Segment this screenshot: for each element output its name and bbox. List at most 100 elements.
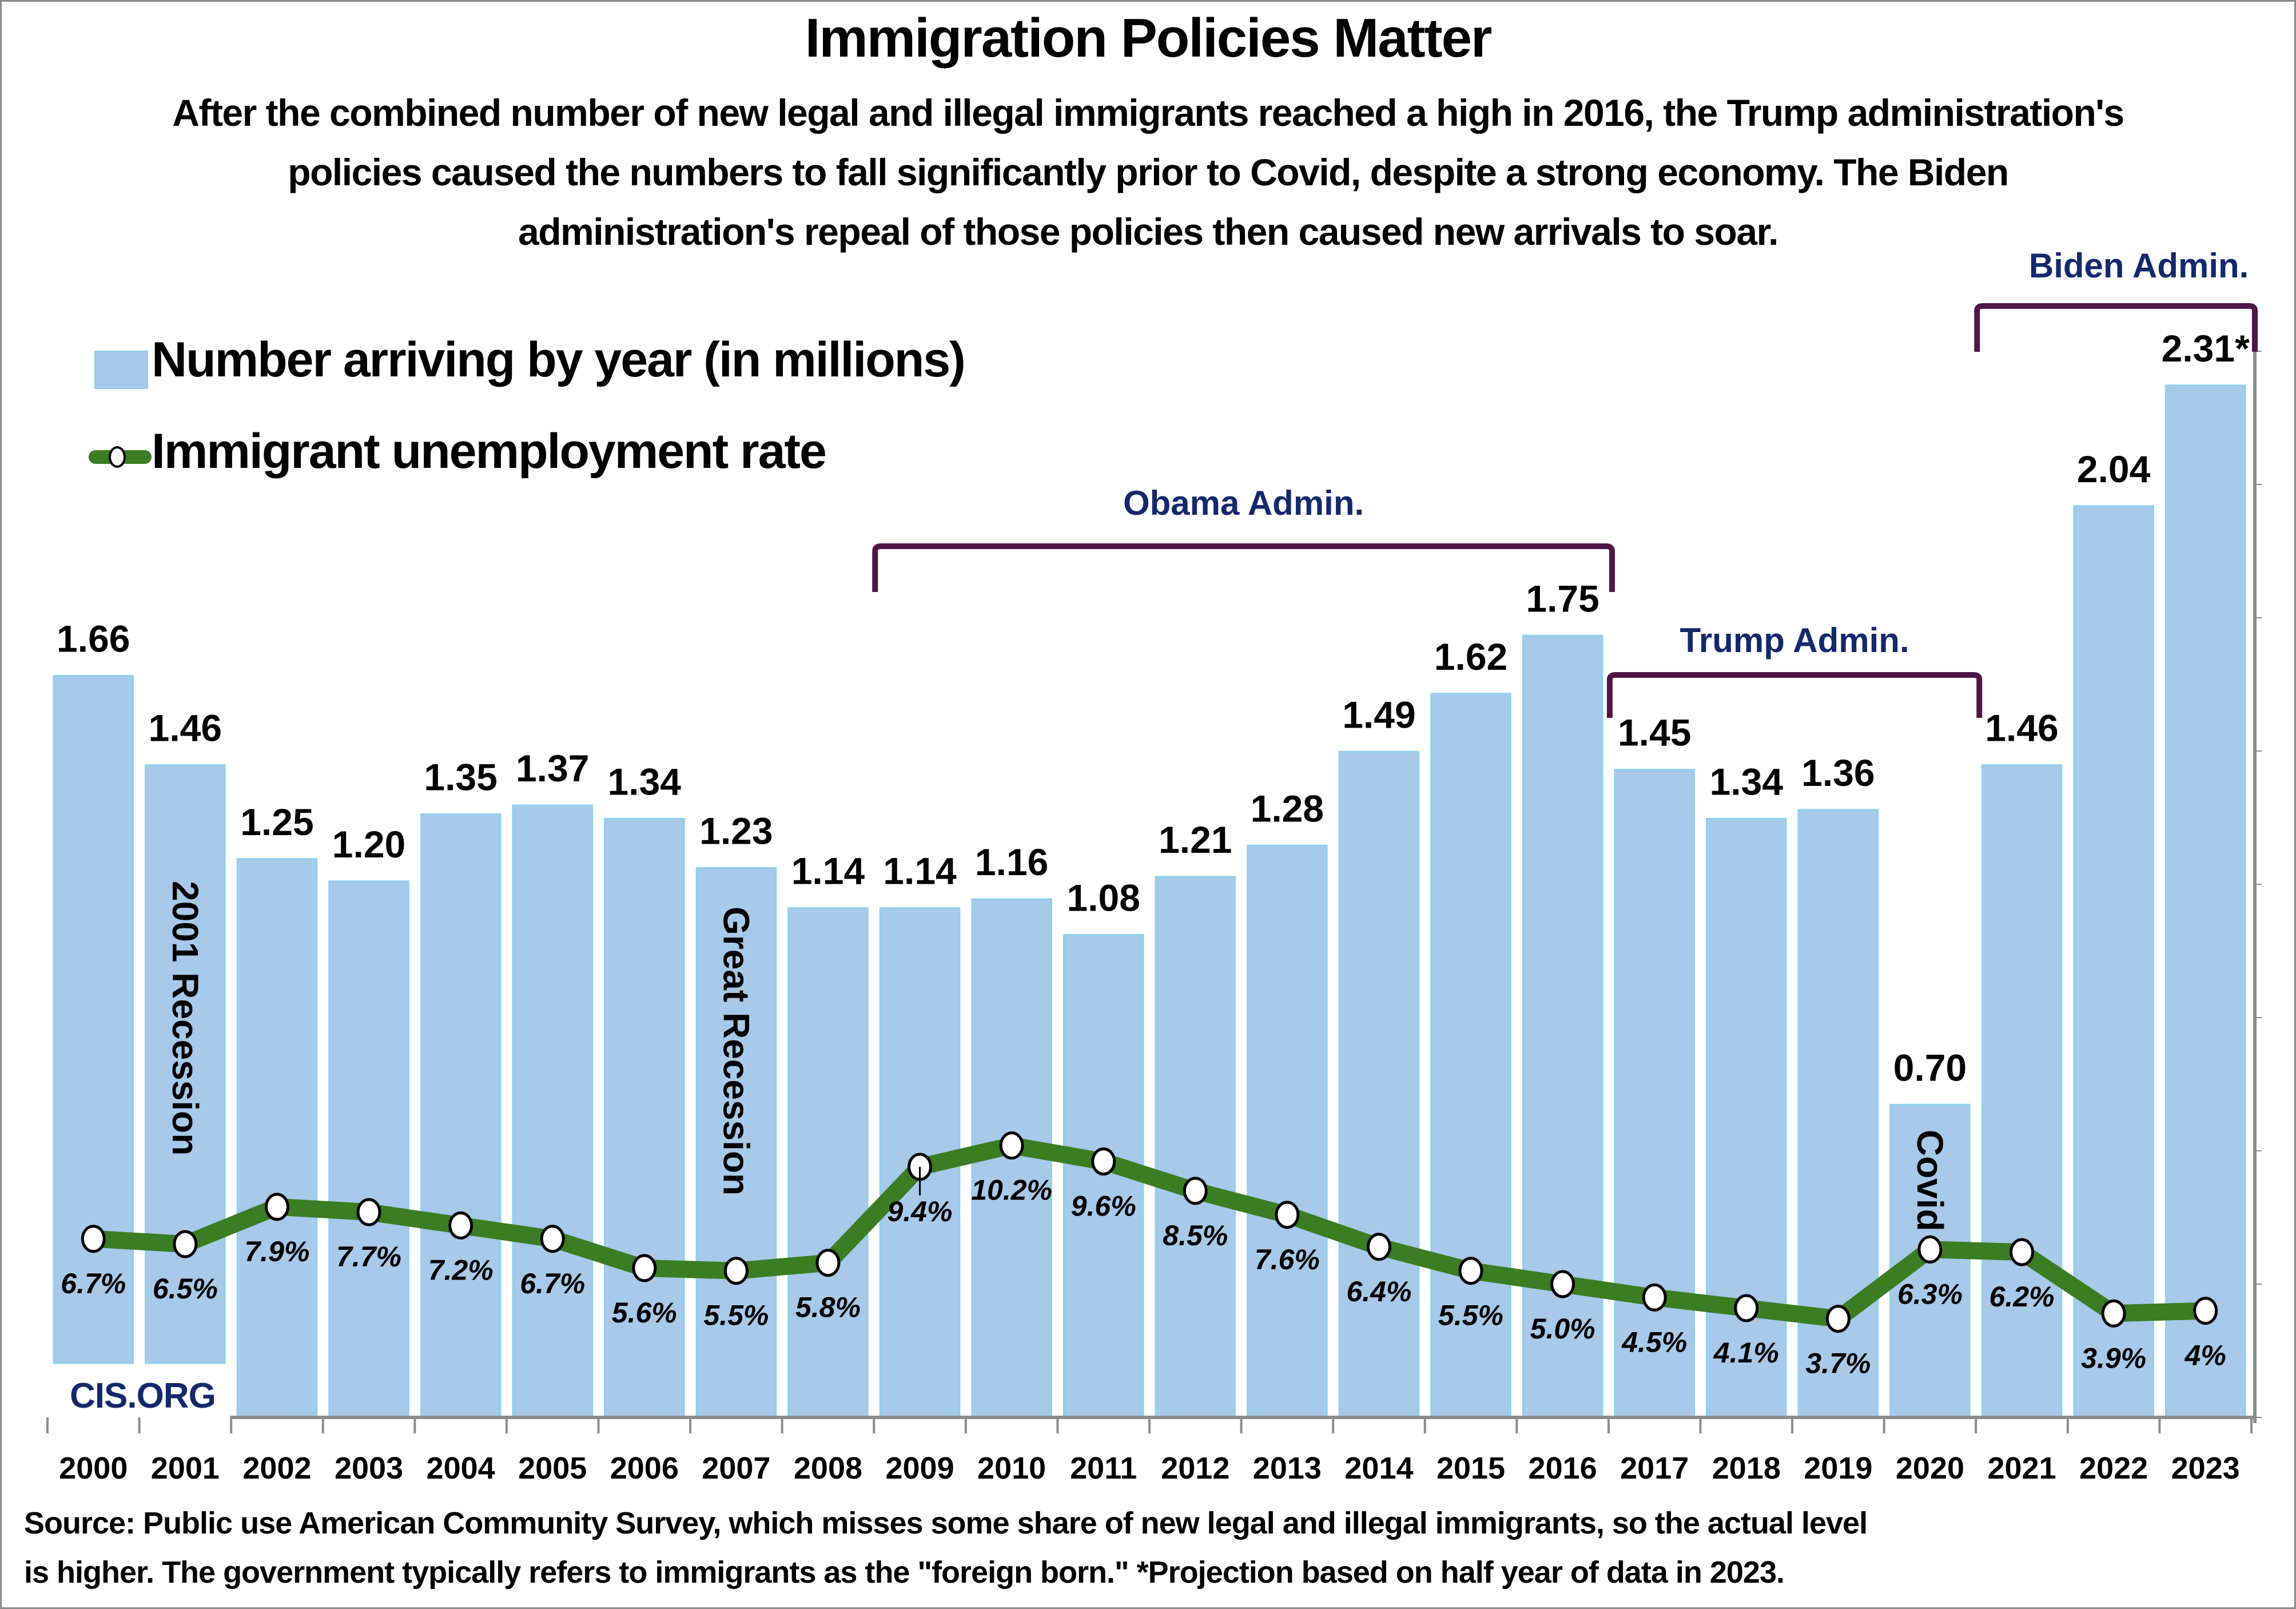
bar-value-label: 1.14 — [791, 850, 865, 892]
line-marker — [815, 1249, 841, 1277]
annotation-2001-recession: 2001 Recession — [165, 881, 206, 1155]
x-tick-label: 2008 — [794, 1451, 862, 1485]
bar-value-label: 2.31* — [2162, 327, 2250, 370]
bar-2006 — [604, 817, 685, 1419]
bar-value-label: 1.20 — [332, 823, 405, 865]
line-marker — [1550, 1270, 1575, 1298]
line-value-label: 6.5% — [153, 1273, 218, 1305]
line-marker — [1734, 1294, 1759, 1322]
x-axis — [46, 349, 2262, 1433]
bar-value-label: 1.14 — [883, 850, 957, 892]
legend-line-label: Immigrant unemployment rate — [152, 424, 827, 479]
annotation-great-recession: Great Recession — [715, 907, 757, 1195]
admin-label-obama: Obama Admin. — [1123, 484, 1364, 522]
x-tick-label: 2023 — [2171, 1451, 2240, 1485]
line-value-label: 7.6% — [1255, 1244, 1320, 1276]
footnote-line: is higher. The government typically refe… — [24, 1555, 1785, 1590]
bracket-trump — [1606, 672, 1983, 718]
bar-value-label: 1.37 — [516, 747, 589, 789]
unemployment-markers — [81, 1131, 2218, 1333]
bar-2002 — [236, 858, 318, 1419]
bar-value-label: 1.25 — [240, 801, 313, 843]
footnote: Source: Public use American Community Su… — [24, 1499, 2254, 1597]
bar-value-label: 1.08 — [1067, 877, 1140, 919]
bar-value-label: 1.46 — [1985, 707, 2058, 749]
bar-value-label: 1.66 — [57, 618, 130, 660]
bar-value-labels: 1.66 1.46 1.25 1.20 1.35 1.37 1.34 1.23 1.14 1.14… — [57, 327, 2250, 1088]
bar-2000 — [53, 675, 134, 1364]
admin-label-biden: Biden Admin. — [2029, 247, 2249, 285]
x-tick-label: 2019 — [1804, 1451, 1872, 1485]
event-annotations: 2001 Recession Great Recession Covid — [165, 881, 1951, 1231]
line-value-label: 5.5% — [1438, 1300, 1503, 1332]
x-tick-label: 2011 — [1070, 1451, 1137, 1485]
line-value-label: 3.9% — [2081, 1342, 2146, 1374]
line-marker — [264, 1193, 289, 1221]
line-value-label: 5.8% — [795, 1292, 861, 1324]
line-marker — [1917, 1235, 1943, 1264]
line-marker — [632, 1254, 657, 1282]
line-value-label: 7.9% — [244, 1235, 309, 1268]
legend-bars-label: Number arriving by year (in millions) — [152, 332, 966, 387]
bar-2023 — [2164, 384, 2246, 1419]
x-tick-label: 2020 — [1896, 1451, 1964, 1485]
bar-2007 — [695, 867, 777, 1419]
chart-title: Immigration Policies Matter — [805, 7, 1493, 69]
bar-2014 — [1338, 750, 1420, 1419]
bar-2022 — [2073, 505, 2154, 1419]
bar-value-label: 1.34 — [608, 760, 682, 802]
x-tick-label: 2013 — [1253, 1451, 1322, 1485]
x-tick-label: 2001 — [151, 1451, 220, 1485]
line-marker — [2010, 1238, 2035, 1266]
line-value-label: 3.7% — [1805, 1348, 1871, 1380]
bar-value-label: 1.49 — [1342, 693, 1415, 736]
line-value-label: 7.7% — [336, 1241, 401, 1273]
bar-2021 — [1981, 764, 2063, 1419]
unemployment-line — [93, 1137, 2206, 1328]
bar-value-label: 1.75 — [1526, 577, 1599, 619]
line-marker — [2193, 1297, 2218, 1325]
line-value-label: 6.2% — [1989, 1281, 2055, 1313]
line-marker — [173, 1230, 198, 1258]
chart-subtitle: After the combined number of new legal a… — [34, 83, 2262, 261]
bar-value-label: 0.70 — [1893, 1046, 1967, 1088]
line-value-label: 6.7% — [520, 1268, 585, 1300]
unemployment-labels: 6.7% 6.5% 7.9% 7.7% 7.2% 6.7% 5.6% 5.5% 5.8% 9.4%… — [61, 1174, 2226, 1380]
bar-value-label: 1.35 — [424, 756, 497, 798]
annotation-covid: Covid — [1909, 1130, 1951, 1231]
bar-value-label: 1.45 — [1618, 712, 1691, 754]
bar-value-label: 1.21 — [1159, 819, 1232, 861]
bar-value-label: 1.46 — [149, 707, 222, 749]
x-tick-label: 2017 — [1620, 1451, 1689, 1485]
footnote-line: Source: Public use American Community Su… — [24, 1506, 1868, 1540]
x-tick-label: 2003 — [335, 1451, 403, 1485]
x-tick-label: 2002 — [242, 1451, 311, 1485]
admin-brackets: Obama Admin. Trump Admin. Biden Admin. — [872, 247, 2258, 718]
x-tick-label: 2022 — [2079, 1451, 2148, 1485]
subtitle-line: policies caused the numbers to fall sign… — [288, 151, 2009, 193]
line-value-label: 4% — [2184, 1340, 2226, 1372]
bar-2012 — [1155, 876, 1236, 1419]
bar-2017 — [1614, 769, 1696, 1419]
bar-2013 — [1247, 844, 1328, 1419]
x-tick-label: 2009 — [885, 1451, 954, 1485]
bracket-biden — [1974, 303, 2258, 352]
line-marker — [1825, 1305, 1851, 1333]
x-tick-label: 2004 — [427, 1451, 495, 1485]
bar-2004 — [420, 813, 502, 1419]
line-value-label: 6.7% — [61, 1268, 126, 1300]
bracket-obama — [872, 543, 1615, 592]
line-value-label: 5.6% — [612, 1297, 677, 1329]
line-value-label: 7.2% — [428, 1254, 494, 1286]
bar-2001 — [145, 764, 226, 1364]
line-marker — [1275, 1201, 1300, 1229]
x-tick-label: 2005 — [518, 1451, 587, 1485]
x-axis-labels: 2000 2001 2002 2003 2004 2005 2006 2007 2008 2009… — [59, 1451, 2240, 1485]
line-value-label: 10.2% — [971, 1174, 1052, 1206]
line-value-label: 5.0% — [1530, 1313, 1595, 1345]
x-tick-label: 2015 — [1437, 1451, 1505, 1485]
x-tick-label: 2006 — [610, 1451, 679, 1485]
bar-2016 — [1522, 634, 1603, 1419]
bar-value-label: 1.36 — [1801, 752, 1875, 794]
